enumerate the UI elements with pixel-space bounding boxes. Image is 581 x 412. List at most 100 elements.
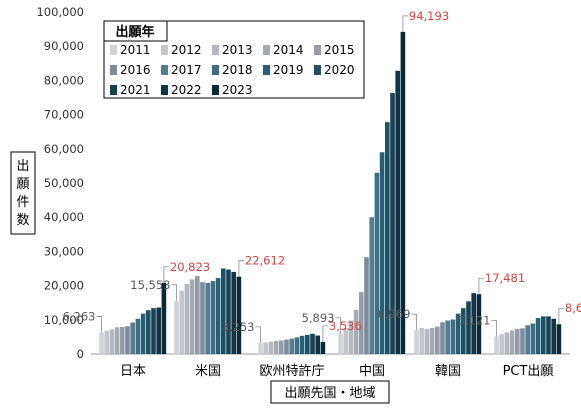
callout-leader-line (322, 325, 328, 342)
bar-2012-4 (419, 328, 424, 354)
legend-label-2017: 2017 (171, 63, 202, 77)
bar-2021-4 (466, 301, 471, 354)
bar-2021-3 (390, 93, 395, 355)
value-callout: 5,121 (458, 313, 491, 327)
callout-leader-line (238, 260, 244, 277)
callout-leader-line (478, 277, 484, 295)
y-tick-label: 30,000 (44, 244, 84, 258)
bar-2014-5 (509, 330, 515, 354)
callout-leader-line (402, 15, 408, 32)
legend-swatch-2019 (263, 65, 270, 75)
bar-2015-5 (515, 329, 520, 354)
bar-2015-2 (279, 340, 284, 354)
bar-2014-3 (353, 309, 359, 354)
bar-2021-1 (226, 269, 231, 354)
bar-2016-0 (125, 326, 130, 354)
bar-2021-0 (151, 308, 156, 354)
bar-2018-1 (210, 281, 216, 354)
bar-2013-5 (504, 332, 510, 354)
bar-2012-1 (179, 290, 184, 354)
bar-2016-1 (200, 282, 205, 354)
legend-swatch-2023 (212, 85, 219, 95)
value-callout: 15,553 (130, 278, 170, 292)
legend-label-2019: 2019 (273, 63, 304, 77)
y-axis-label-box (10, 151, 36, 235)
bar-2012-3 (343, 328, 348, 354)
bar-2022-3 (395, 70, 400, 354)
x-tick-label: 欧州特許庁 (259, 364, 324, 379)
callout-leader-line (558, 307, 564, 325)
y-tick-label: 50,000 (44, 176, 84, 190)
legend-label-2023: 2023 (222, 83, 253, 97)
bars (99, 31, 562, 355)
callout-leader-line (335, 317, 341, 334)
bar-2020-4 (461, 308, 466, 354)
bar-2012-5 (499, 334, 504, 354)
value-callout: 94,193 (409, 9, 449, 23)
value-callout: 8,699 (565, 301, 581, 315)
bar-2019-3 (379, 152, 385, 354)
legend-swatch-2021 (110, 85, 117, 95)
bar-2020-5 (541, 316, 546, 354)
bar-2015-1 (195, 276, 200, 354)
bar-2013-3 (348, 320, 354, 354)
bar-2018-5 (530, 323, 536, 354)
y-tick-label: 100,000 (36, 5, 84, 19)
legend-label-2018: 2018 (222, 63, 253, 77)
bar-2017-2 (289, 338, 294, 354)
bar-2011-5 (494, 336, 499, 354)
legend-label-2022: 2022 (171, 83, 202, 97)
legend-swatch-2011 (110, 45, 117, 55)
legend-title: 出願年 (115, 24, 154, 40)
bar-2015-4 (435, 326, 440, 354)
bar-2011-2 (258, 342, 263, 354)
bar-2014-4 (429, 328, 435, 354)
value-callout: 3,536 (329, 319, 362, 333)
value-callout: 6,969 (378, 307, 411, 321)
bar-2020-2 (305, 334, 310, 354)
bar-2016-5 (520, 328, 525, 354)
legend-swatch-2015 (314, 45, 321, 55)
bar-2023-3 (400, 31, 406, 355)
y-tick-label: 20,000 (44, 279, 84, 293)
legend-title-box (103, 20, 168, 42)
y-tick-label: 70,000 (44, 108, 84, 122)
bar-2016-2 (284, 339, 289, 354)
y-tick-label: 90,000 (44, 39, 84, 53)
legend-swatch-2022 (161, 85, 168, 95)
x-tick-label: PCT出願 (503, 364, 554, 379)
bar-2013-2 (268, 341, 274, 354)
value-callout: 6,263 (63, 310, 96, 324)
callout-leader-line (255, 326, 261, 343)
y-tick-label: 40,000 (44, 210, 84, 224)
bar-2015-3 (359, 292, 364, 354)
bar-2018-4 (450, 319, 456, 354)
bar-2012-0 (104, 330, 109, 354)
bar-2011-1 (174, 300, 179, 354)
bar-2022-5 (551, 318, 556, 354)
bar-2017-1 (205, 282, 210, 354)
callout-leader-line (411, 313, 417, 331)
legend-label-2012: 2012 (171, 43, 202, 57)
y-tick-label: 60,000 (44, 142, 84, 156)
x-axis-tick-labels: 日本 米国 欧州特許庁 中国 韓国 PCT出願 (120, 364, 553, 379)
x-tick-label: 中国 (359, 364, 385, 379)
legend-label-2014: 2014 (273, 43, 304, 57)
bar-2013-0 (109, 329, 115, 354)
callout-leader-line (171, 284, 177, 301)
bar-2011-4 (414, 330, 419, 354)
bar-2019-0 (140, 313, 146, 354)
bar-2013-4 (424, 329, 430, 354)
bar-2022-2 (315, 335, 320, 354)
bar-2014-1 (189, 279, 195, 354)
value-callout: 5,893 (302, 311, 335, 325)
bar-2019-2 (299, 335, 305, 354)
bar-2016-4 (440, 322, 445, 354)
legend-label-2015: 2015 (324, 43, 355, 57)
legend-label-2011: 2011 (120, 43, 151, 57)
value-callout: 22,612 (245, 254, 285, 268)
x-axis-label-box (270, 380, 390, 404)
